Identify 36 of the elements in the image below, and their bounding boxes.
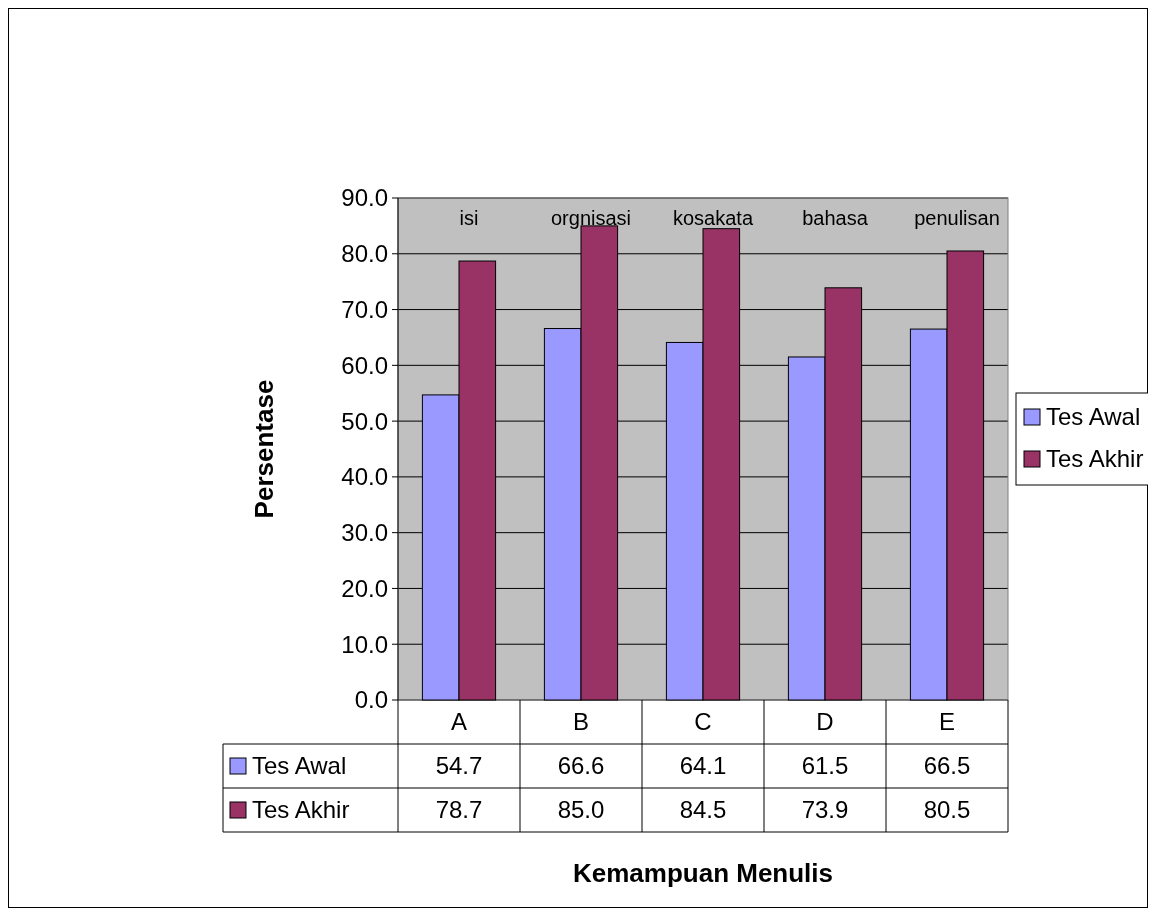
y-tick-label: 60.0 xyxy=(341,351,388,379)
x-axis-title: Kemampuan Menulis xyxy=(572,858,834,888)
legend-label: Tes Awal xyxy=(252,752,347,780)
y-axis-title: Persentase xyxy=(249,379,279,519)
y-tick-label: 80.0 xyxy=(341,240,388,268)
annotation: penulisan xyxy=(914,207,1000,229)
data-label: 84.5 xyxy=(679,796,727,824)
annotation: isi xyxy=(459,207,479,229)
annotation: bahasa xyxy=(802,207,869,229)
annotation: orgnisasi xyxy=(550,207,632,229)
data-label: 66.6 xyxy=(557,752,605,780)
data-label: 85.0 xyxy=(557,796,605,824)
y-tick-label: 10.0 xyxy=(341,630,388,658)
y-tick-label: 40.0 xyxy=(341,463,388,491)
text: Tes Awal xyxy=(1046,403,1141,431)
data-label: 78.7 xyxy=(435,796,483,824)
y-tick-label: 30.0 xyxy=(341,519,388,547)
x-tick-label: A xyxy=(450,708,468,736)
data-label: 54.7 xyxy=(435,752,483,780)
y-tick-label: 0.0 xyxy=(354,686,388,714)
x-tick-label: C xyxy=(694,708,712,736)
x-tick-label: B xyxy=(572,708,590,736)
y-tick-label: 90.0 xyxy=(341,184,388,212)
text: Tes Akhir xyxy=(252,796,350,824)
y-tick-label: 70.0 xyxy=(341,295,388,323)
y-tick-label: 20.0 xyxy=(341,574,388,602)
legend-label: Tes Akhir xyxy=(1046,445,1144,473)
data-label: 64.1 xyxy=(679,752,727,780)
data-label: 61.5 xyxy=(801,752,849,780)
x-tick-label: E xyxy=(938,708,956,736)
y-tick-label: 50.0 xyxy=(341,407,388,435)
annotation: kosakata xyxy=(672,207,754,229)
data-label: 73.9 xyxy=(801,796,849,824)
data-label: 66.5 xyxy=(923,752,971,780)
data-label: 80.5 xyxy=(923,796,971,824)
x-tick-label: D xyxy=(816,708,834,736)
